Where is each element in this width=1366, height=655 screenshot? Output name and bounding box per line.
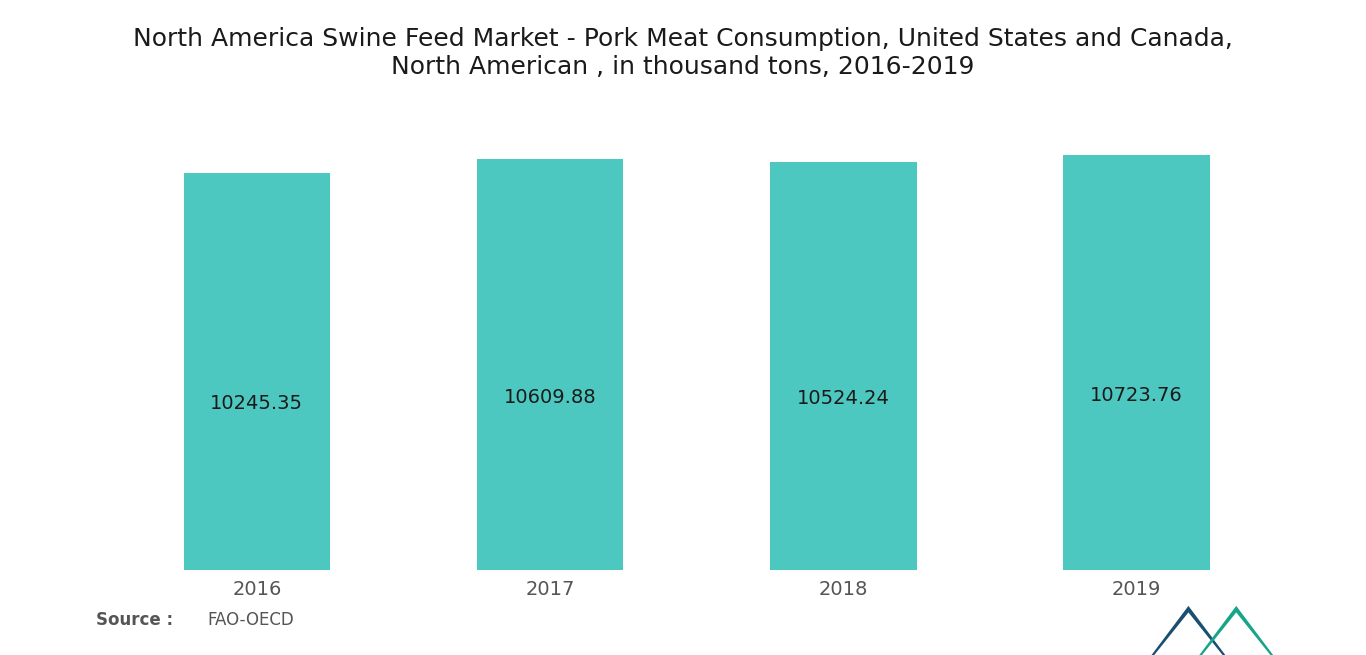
Text: 10609.88: 10609.88: [504, 388, 597, 407]
Polygon shape: [1147, 606, 1229, 655]
Text: 10524.24: 10524.24: [796, 389, 889, 408]
Bar: [1063, 155, 1210, 570]
Bar: [477, 159, 623, 570]
Polygon shape: [1195, 606, 1277, 655]
Text: 10723.76: 10723.76: [1090, 386, 1183, 405]
Text: FAO-OECD: FAO-OECD: [208, 611, 295, 629]
Bar: [183, 173, 331, 570]
Bar: [770, 162, 917, 570]
Text: Source :: Source :: [96, 611, 172, 629]
Text: North America Swine Feed Market - Pork Meat Consumption, United States and Canad: North America Swine Feed Market - Pork M…: [133, 27, 1233, 79]
Text: 10245.35: 10245.35: [210, 394, 303, 413]
